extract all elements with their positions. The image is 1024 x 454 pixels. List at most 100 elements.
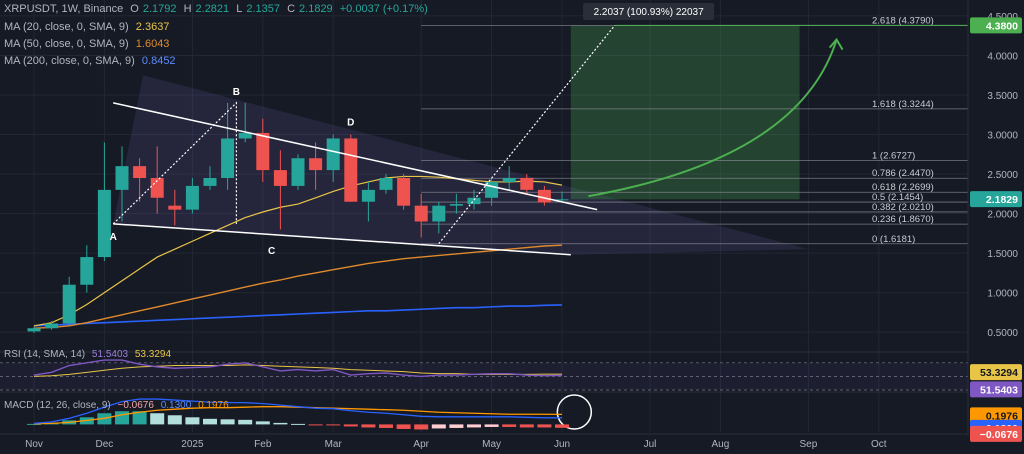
ohlc-open: O 2.1792 (130, 3, 177, 15)
wedge-upper-line (113, 102, 598, 211)
macd-hist-badge (970, 425, 1022, 442)
price-axis-bg (968, 0, 1024, 434)
macd-histogram-bar (255, 421, 270, 425)
candle-body (62, 284, 76, 324)
candle-body (97, 189, 111, 258)
target-price-badge (970, 17, 1022, 34)
macd-histogram-bar (326, 424, 341, 426)
time-tick-label: Nov (25, 439, 43, 450)
macd-label: MACD (12, 26, close, 9) (4, 400, 111, 411)
ohlc-change: +0.0037 (+0.17%) (339, 3, 428, 15)
time-tick-label: Jul (644, 439, 657, 450)
ma20-legend[interactable]: MA (20, close, 0, SMA, 9) 2.3637 (4, 21, 173, 33)
trendline-drawings: 2.2037 (100.93%) 22037 A B C D (110, 3, 968, 430)
time-tick-label: Mar (325, 439, 343, 450)
macd-histogram-bar (27, 423, 41, 425)
fib-level-label: 0.618 (2.2699) (872, 182, 934, 193)
macd-histogram-bar (379, 424, 393, 428)
time-tick-label: Oct (871, 439, 887, 450)
candle-body (185, 185, 199, 210)
candle-body (45, 323, 59, 329)
fib-level-label: 0.5 (2.1454) (872, 192, 923, 203)
price-tick-label: 4.0000 (987, 51, 1018, 62)
grid (0, 0, 1024, 435)
macd-histogram-bar (449, 424, 464, 428)
candle-body (27, 328, 41, 332)
macd-histogram-bar (343, 424, 358, 427)
projection-box (570, 25, 800, 200)
ma200-legend[interactable]: MA (200, close, 0, SMA, 9) 0.8452 (4, 55, 180, 67)
highlight-circle (556, 394, 593, 430)
rsi-legend[interactable]: RSI (14, SMA, 14) 51.5403 53.3294 (4, 349, 175, 360)
current-price-badge-text: 2.1829 (986, 194, 1018, 206)
macd-hist-badge-text: −0.0676 (980, 429, 1018, 441)
candle-body (326, 138, 340, 171)
candle-body (467, 197, 481, 205)
macd-histogram-bar (115, 411, 129, 425)
candle-body (309, 158, 323, 171)
ma20-value: 2.3637 (135, 21, 170, 33)
candle-body (256, 132, 270, 171)
candle-body (133, 166, 147, 178)
rsi-ma-badge-text: 53.3294 (980, 367, 1018, 379)
ma50-value: 1.6043 (135, 38, 170, 50)
macd-histogram-bar (220, 419, 235, 425)
macd-histogram-bar (502, 424, 517, 427)
macd-legend[interactable]: MACD (12, 26, close, 9) −0.0676 0.1300 0… (4, 400, 233, 411)
ma50-line (33, 244, 563, 329)
measure-box (583, 3, 715, 20)
ma200-label: MA (200, close, 0, SMA, 9) (4, 55, 135, 67)
candle-body (221, 138, 235, 178)
candle-body (203, 178, 217, 186)
symbol-legend: XRPUSDT, 1W, Binance O 2.1792 H 2.2821 L 2.… (4, 3, 432, 15)
time-tick-label: Dec (96, 439, 114, 450)
time-tick-label: Jun (554, 439, 570, 450)
macd-histogram-bar (273, 422, 288, 425)
price-tick-label: 2.5000 (987, 170, 1018, 181)
symbol-line: XRPUSDT, 1W, Binance (4, 3, 124, 15)
ma50-legend[interactable]: MA (50, close, 0, SMA, 9) 1.6043 (4, 38, 173, 50)
candle-body (414, 205, 428, 222)
candle-body (432, 205, 446, 222)
rsi-line (33, 359, 563, 378)
macd-histogram-bar (308, 424, 323, 426)
macd-histogram-bar (519, 424, 534, 428)
wedge-lower-line (113, 223, 571, 256)
projection-dotted-line (438, 25, 616, 245)
fib-level-label: 0 (1.6181) (872, 234, 915, 245)
price-tick-label: 1.5000 (987, 249, 1018, 260)
drawing-overlays: 0 (1.6181)0.236 (1.8670)0.382 (2.0210)0.… (113, 15, 968, 255)
candle-body (397, 178, 411, 206)
macd-histogram-bar (150, 413, 165, 425)
candle-body (502, 178, 516, 182)
fib-level-label: 1.618 (3.3244) (872, 99, 934, 110)
rsi-ma-value: 53.3294 (134, 349, 172, 360)
candle-body (238, 132, 252, 139)
macd-hist-value: −0.0676 (117, 400, 154, 411)
fib-level-label: 0.786 (2.4470) (872, 168, 934, 179)
macd-signal-badge (970, 407, 1022, 424)
target-price-badge-text: 4.3800 (986, 20, 1018, 32)
time-tick-label: Sep (800, 439, 818, 450)
ma20-line (33, 175, 563, 327)
measure-dotted-line (112, 101, 237, 225)
macd-histogram-bar (537, 424, 552, 428)
macd-signal-badge-text: 0.1976 (986, 410, 1018, 422)
macd-histogram-bar (414, 424, 429, 430)
current-price-badge (970, 191, 1022, 208)
projection-arrow-icon (588, 39, 838, 198)
price-tick-label: 3.5000 (987, 91, 1018, 102)
fib-level-label: 0.236 (1.8670) (872, 214, 934, 225)
time-tick-label: 2025 (181, 439, 204, 450)
pattern-point-label: C (268, 246, 275, 257)
measure-box-text: 2.2037 (100.93%) 22037 (594, 7, 705, 18)
price-tick-label: 0.5000 (987, 328, 1018, 339)
macd-histogram-bar (132, 411, 147, 425)
fib-level-label: 2.618 (4.3790) (872, 15, 934, 26)
macd-histogram-bar (291, 423, 305, 425)
price-tick-label: 2.0000 (987, 210, 1018, 221)
pattern-point-label: A (110, 232, 117, 243)
moving-averages (33, 175, 563, 329)
wedge-shade (113, 75, 809, 255)
